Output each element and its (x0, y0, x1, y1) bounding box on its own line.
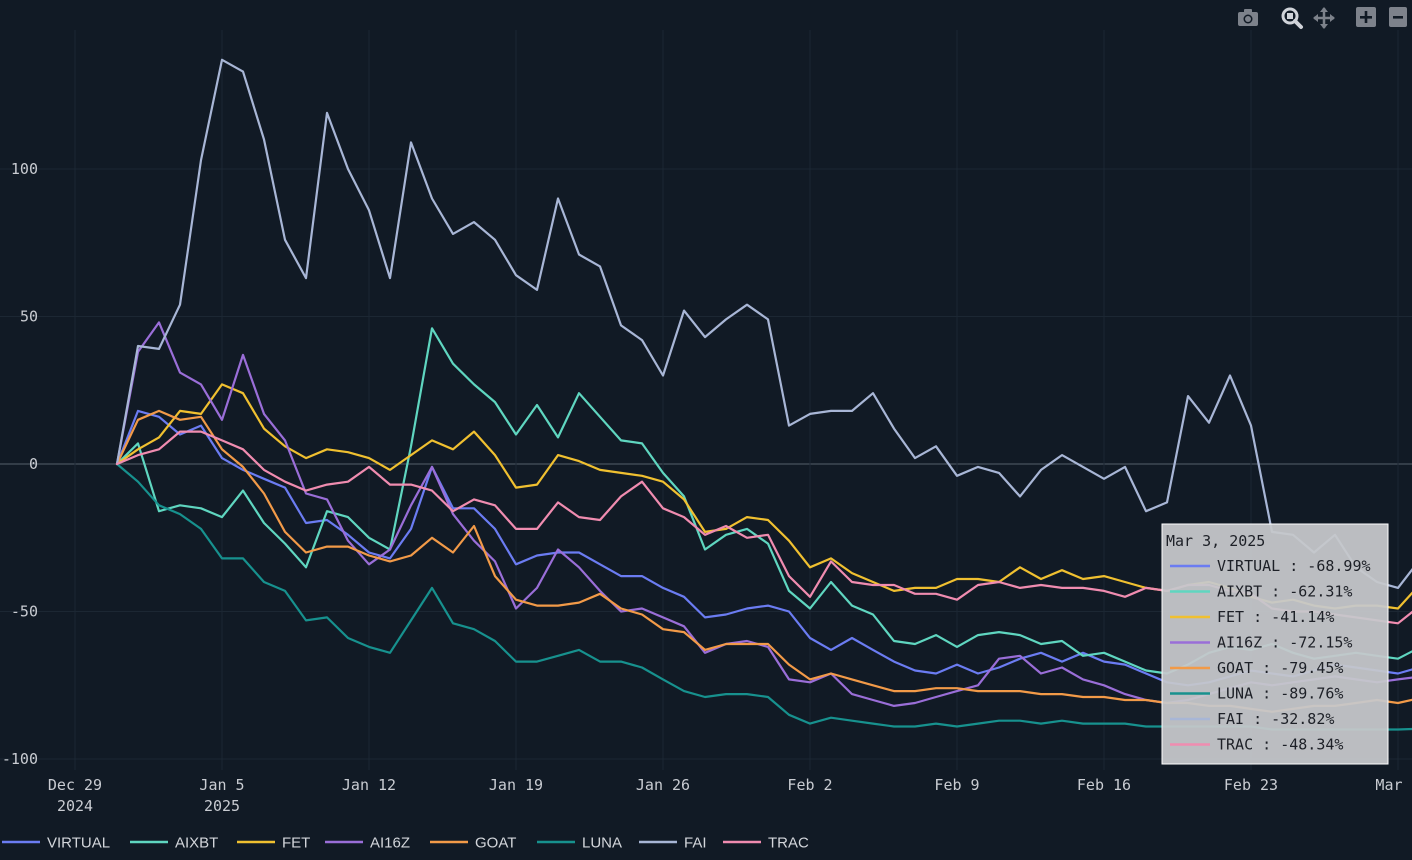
legend-label: LUNA (582, 835, 622, 852)
y-tick-label: 50 (20, 308, 38, 326)
modebar[interactable] (1238, 7, 1407, 29)
legend-item-trac[interactable]: TRAC (723, 835, 809, 852)
legend-item-aixbt[interactable]: AIXBT (130, 835, 218, 852)
legend-item-fet[interactable]: FET (237, 835, 310, 852)
legend[interactable]: VIRTUAL AIXBT FET AI16Z GOAT LUNA FAI TRAC (2, 835, 809, 852)
series-line-fai[interactable] (115, 58, 1412, 590)
y-tick-label: 0 (29, 455, 38, 473)
legend-label: GOAT (475, 835, 516, 852)
zoom-out-icon[interactable] (1389, 7, 1407, 27)
tooltip-row-luna: LUNA : -89.76% (1217, 685, 1343, 703)
zoom-icon[interactable] (1281, 7, 1303, 29)
tooltip-box (1161, 523, 1389, 765)
x-tick-label: Jan 19 (489, 776, 543, 794)
x-tick-label: Jan 12 (342, 776, 396, 794)
tooltip-row-goat: GOAT : -79.45% (1217, 659, 1343, 677)
tooltip: Mar 3, 2025 VIRTUAL : -68.99% AIXBT : -62.… (1161, 523, 1389, 765)
x-tick-sublabel: 2025 (204, 797, 240, 815)
legend-label: FAI (684, 835, 707, 852)
x-axis: Dec 29 2024 Jan 5 2025 Jan 12 Jan 19 Jan 26 Feb… (48, 776, 1412, 815)
tooltip-row-virtual: VIRTUAL : -68.99% (1217, 557, 1371, 575)
y-tick-label: -100 (2, 750, 38, 768)
grid (0, 30, 1412, 770)
tooltip-row-trac: TRAC : -48.34% (1217, 736, 1343, 754)
tooltip-row-fet: FET : -41.14% (1217, 608, 1334, 626)
zoom-in-icon[interactable] (1356, 7, 1376, 27)
x-tick-label: Jan 5 (199, 776, 244, 794)
y-tick-label: -50 (11, 603, 38, 621)
camera-icon[interactable] (1238, 9, 1258, 26)
y-axis: 100 50 0 -50 -100 (2, 160, 38, 768)
tooltip-row-fai: FAI : -32.82% (1217, 710, 1334, 728)
x-tick-label: Feb 9 (934, 776, 979, 794)
legend-label: TRAC (768, 835, 809, 852)
x-tick-label: Jan 26 (636, 776, 690, 794)
tooltip-row-ai16z: AI16Z : -72.15% (1217, 634, 1352, 652)
x-tick-label: Mar 2 (1375, 776, 1412, 794)
x-tick-label: Feb 23 (1224, 776, 1278, 794)
x-tick-label: Feb 2 (787, 776, 832, 794)
legend-item-luna[interactable]: LUNA (537, 835, 622, 852)
legend-label: AI16Z (370, 835, 410, 852)
x-tick-label: Feb 16 (1077, 776, 1131, 794)
x-tick-sublabel: 2024 (57, 797, 93, 815)
legend-label: FET (282, 835, 310, 852)
legend-item-goat[interactable]: GOAT (430, 835, 516, 852)
x-tick-label: Dec 29 (48, 776, 102, 794)
y-tick-label: 100 (11, 160, 38, 178)
legend-item-ai16z[interactable]: AI16Z (325, 835, 410, 852)
legend-item-virtual[interactable]: VIRTUAL (2, 835, 110, 852)
legend-label: VIRTUAL (47, 835, 110, 852)
legend-item-fai[interactable]: FAI (639, 835, 707, 852)
tooltip-row-aixbt: AIXBT : -62.31% (1217, 583, 1352, 601)
legend-label: AIXBT (175, 835, 218, 852)
tooltip-title: Mar 3, 2025 (1166, 532, 1265, 550)
pan-icon[interactable] (1313, 7, 1335, 29)
